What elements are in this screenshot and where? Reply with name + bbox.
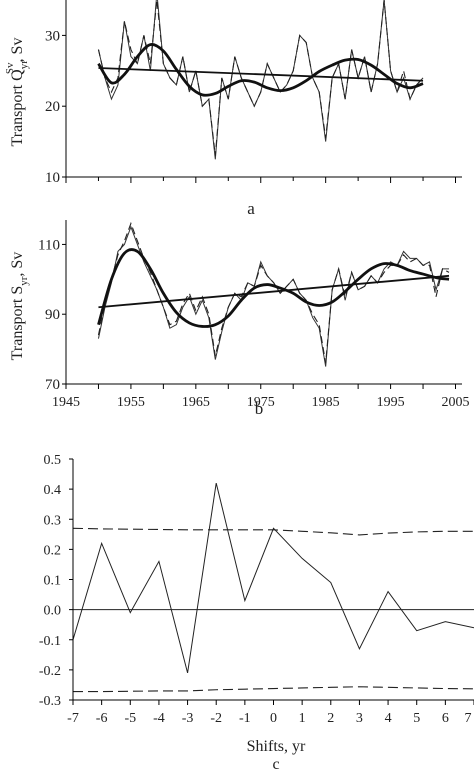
- panel-a-ylabel-sup: Sv: [4, 62, 16, 74]
- panel-b-x-tick-label: 1995: [377, 395, 405, 410]
- panel-b-series-dashed: [97, 221, 450, 364]
- panel-c-y-tick-label: -0.3: [39, 694, 61, 709]
- panel-c-xlabel: Shifts, yr: [247, 738, 306, 755]
- panel-b-x-tick-label: 1975: [247, 395, 275, 410]
- panel-c-y-tick-label: 0.1: [44, 574, 62, 589]
- panel-b-chart: 70 90 110 1945 1955 1965 1975 1985 1995 2005 Tran…: [9, 220, 470, 418]
- panel-c-series-correlation: [73, 482, 474, 674]
- panel-b-x-tick-label: 2005: [442, 395, 470, 410]
- panel-b-ylabel-main: Transport S: [9, 286, 26, 361]
- panel-a-ylabel-sub: yr: [18, 60, 30, 70]
- panel-c-x-tick-label: -4: [153, 711, 165, 726]
- panel-c-y-tick-label: 0.0: [44, 604, 62, 619]
- panel-c-x-tick-label: 6: [442, 711, 449, 726]
- panel-c-x-tick-label: 0: [270, 711, 277, 726]
- panel-b-label: b: [255, 399, 264, 418]
- panel-c-y-tick-label: 0.5: [44, 453, 62, 468]
- panel-b-x-tick-label: 1955: [117, 395, 145, 410]
- panel-b-y-tick-label: 70: [45, 377, 60, 393]
- panel-a-series-dashed: [97, 0, 424, 156]
- panel-a-series-trend: [98, 67, 424, 82]
- panel-c-x-tick-label: 5: [413, 711, 420, 726]
- panel-c-chart: -0.3 -0.2 -0.1 0.0 0.1 0.2 0.3 0.4 0.5 -7 -6 -5 -4 -3…: [39, 453, 474, 771]
- panel-b-ylabel-sub: yr: [18, 276, 30, 286]
- panel-c-x-tick-label: -5: [124, 711, 136, 726]
- panel-a-ylabel: Transport QyrSv, Sv: [4, 38, 30, 147]
- panel-c-x-tick-label: -3: [182, 711, 194, 726]
- panel-b-series-thick-smooth: [97, 248, 450, 328]
- panel-a-y-tick-label: 30: [45, 28, 60, 44]
- panel-b-series-trend: [98, 274, 450, 309]
- panel-b-y-tick-label: 110: [38, 237, 60, 253]
- panel-a-series-thick-smooth: [97, 43, 424, 97]
- panel-c-y-tick-label: -0.1: [39, 634, 61, 649]
- panel-b-x-tick-label: 1985: [312, 395, 340, 410]
- panel-c-series-significance-lower: [73, 686, 474, 693]
- panel-c-x-tick-label: 4: [385, 711, 392, 726]
- panel-c-y-tick-label: 0.4: [44, 483, 62, 498]
- panel-b-y-tick-label: 90: [45, 307, 60, 323]
- panel-b-x-tick-label: 1945: [52, 395, 80, 410]
- panel-c-y-tick-label: 0.3: [44, 513, 62, 528]
- panel-c-x-tick-label: -2: [210, 711, 222, 726]
- panel-c-x-tick-label: -6: [96, 711, 108, 726]
- panel-b-series-thin-solid: [97, 225, 450, 367]
- panel-c-x-tick-label: 3: [356, 711, 363, 726]
- panel-b-ylabel-unit: , Sv: [9, 252, 26, 277]
- panel-a-y-tick-label: 20: [45, 99, 60, 115]
- panel-a-label: a: [247, 199, 255, 218]
- panel-b-ylabel: Transport Syr, Sv: [9, 252, 30, 361]
- panel-a-ylabel-main: Transport Q: [9, 69, 26, 147]
- panel-c-x-tick-label: -1: [239, 711, 251, 726]
- panel-c-x-tick-label: 7: [465, 711, 472, 726]
- panel-c-x-tick-label: 1: [299, 711, 306, 726]
- panel-a-y-tick-label: 10: [45, 170, 60, 186]
- panel-c-x-tick-label: -7: [67, 711, 79, 726]
- panel-c-label: c: [272, 756, 279, 771]
- panel-c-x-tick-label: 2: [327, 711, 334, 726]
- panel-b-x-tick-label: 1965: [182, 395, 210, 410]
- panel-c-y-tick-label: -0.2: [39, 664, 61, 679]
- panel-a-ylabel-unit: , Sv: [9, 38, 26, 63]
- panel-c-series-significance-upper: [73, 527, 474, 536]
- panel-c-y-tick-label: 0.2: [44, 543, 62, 558]
- panel-a-chart: 10 20 30 Transport QyrSv, Sv a: [4, 0, 462, 218]
